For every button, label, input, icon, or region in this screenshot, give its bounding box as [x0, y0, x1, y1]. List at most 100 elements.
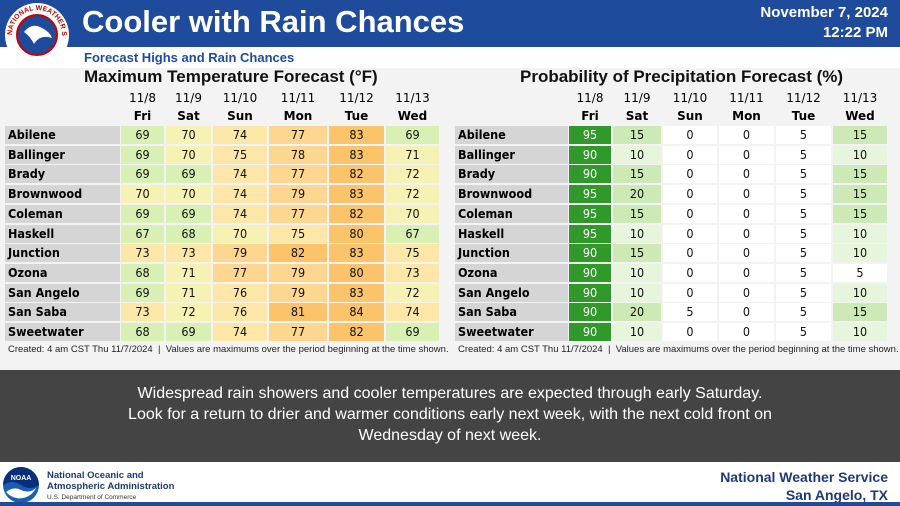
summary-line: Wednesday of next week. — [358, 427, 542, 444]
value-cell: 78 — [269, 145, 327, 164]
value-cell: 0 — [663, 244, 717, 263]
value-cell: 68 — [121, 263, 164, 282]
value-cell: 0 — [719, 303, 774, 322]
value-cell: 74 — [213, 126, 267, 144]
value-cell: 82 — [329, 204, 384, 223]
row-name: Brownwood — [5, 185, 120, 204]
value-cell: 0 — [663, 145, 717, 164]
value-cell: 10 — [833, 224, 887, 243]
noaa-logo-text: NOAA — [11, 475, 32, 482]
time: 12:22 PM — [822, 24, 888, 41]
value-cell: 95 — [569, 126, 611, 144]
value-cell: 69 — [386, 126, 439, 144]
summary-band — [0, 370, 900, 462]
column-date: 11/11 — [280, 91, 316, 105]
value-cell: 82 — [329, 323, 384, 341]
value-cell: 0 — [663, 283, 717, 302]
value-cell: 5 — [776, 126, 831, 144]
value-cell: 77 — [269, 126, 327, 144]
value-cell: 77 — [213, 263, 267, 282]
row-name: Ozona — [5, 263, 120, 282]
table-title: Probability of Precipitation Forecast (%… — [520, 67, 844, 86]
row-name: Ballinger — [5, 145, 120, 164]
value-cell: 73 — [121, 244, 164, 263]
value-cell: 10 — [613, 224, 661, 243]
row-name: Coleman — [5, 204, 120, 223]
value-cell: 75 — [386, 244, 439, 263]
value-cell: 71 — [386, 145, 439, 164]
office: National Weather Service — [720, 469, 888, 485]
value-cell: 75 — [213, 145, 267, 164]
value-cell: 79 — [269, 283, 327, 302]
value-cell: 83 — [329, 283, 384, 302]
value-cell: 76 — [213, 303, 267, 322]
value-cell: 77 — [269, 323, 327, 341]
agency-line: National Oceanic and — [47, 470, 144, 481]
row-name: Ballinger — [455, 145, 568, 164]
column-day: Mon — [732, 109, 761, 123]
value-cell: 0 — [719, 283, 774, 302]
value-cell: 5 — [776, 244, 831, 263]
row-name: Sweetwater — [455, 323, 568, 341]
value-cell: 5 — [663, 303, 717, 322]
value-cell: 15 — [613, 204, 661, 223]
value-cell: 79 — [269, 263, 327, 282]
value-cell: 67 — [386, 224, 439, 243]
agency: National Oceanic and Atmospheric Adminis… — [47, 470, 174, 503]
value-cell: 84 — [329, 303, 384, 322]
value-cell: 68 — [121, 323, 164, 341]
value-cell: 90 — [569, 303, 611, 322]
value-cell: 5 — [833, 263, 887, 282]
value-cell: 0 — [719, 165, 774, 184]
value-cell: 79 — [269, 185, 327, 204]
date: November 7, 2024 — [760, 4, 888, 21]
column-day: Fri — [581, 109, 599, 123]
value-cell: 0 — [719, 323, 774, 341]
value-cell: 0 — [719, 263, 774, 282]
value-cell: 0 — [663, 323, 717, 341]
value-cell: 90 — [569, 165, 611, 184]
value-cell: 68 — [166, 224, 211, 243]
value-cell: 83 — [329, 244, 384, 263]
noaa-logo: NOAA — [3, 467, 39, 503]
value-cell: 90 — [569, 323, 611, 341]
column-date: 11/8 — [129, 91, 156, 105]
value-cell: 80 — [329, 263, 384, 282]
value-cell: 10 — [613, 323, 661, 341]
value-cell: 77 — [269, 165, 327, 184]
value-cell: 71 — [166, 263, 211, 282]
column-day: Sun — [677, 109, 703, 123]
row-name: Sweetwater — [5, 323, 120, 341]
value-cell: 77 — [269, 204, 327, 223]
value-cell: 5 — [776, 165, 831, 184]
row-name: Ozona — [455, 263, 568, 282]
column-day: Fri — [133, 109, 152, 123]
value-cell: 75 — [269, 224, 327, 243]
value-cell: 10 — [613, 283, 661, 302]
value-cell: 90 — [569, 145, 611, 164]
summary: Widespread rain showers and cooler tempe… — [0, 383, 900, 446]
value-cell: 10 — [833, 145, 887, 164]
column-date: 11/13 — [842, 91, 878, 105]
value-cell: 73 — [166, 244, 211, 263]
value-cell: 0 — [719, 204, 774, 223]
value-cell: 95 — [569, 185, 611, 204]
footnote: Created: 4 am CST Thu 11/7/2024 | Values… — [458, 343, 899, 355]
column-date: 11/10 — [222, 91, 258, 105]
value-cell: 0 — [719, 244, 774, 263]
value-cell: 5 — [776, 283, 831, 302]
column-date: 11/11 — [729, 91, 764, 105]
row-name: Haskell — [455, 224, 568, 243]
value-cell: 5 — [776, 323, 831, 341]
value-cell: 69 — [121, 126, 164, 144]
row-name: Brady — [5, 165, 120, 184]
value-cell: 69 — [121, 204, 164, 223]
row-name: San Angelo — [455, 283, 568, 302]
value-cell: 95 — [569, 204, 611, 223]
value-cell: 69 — [166, 204, 211, 223]
column-date: 11/8 — [576, 91, 604, 105]
column-day: Sat — [177, 109, 200, 123]
value-cell: 15 — [833, 185, 887, 204]
column-day: Sat — [625, 109, 649, 123]
value-cell: 69 — [386, 323, 439, 341]
